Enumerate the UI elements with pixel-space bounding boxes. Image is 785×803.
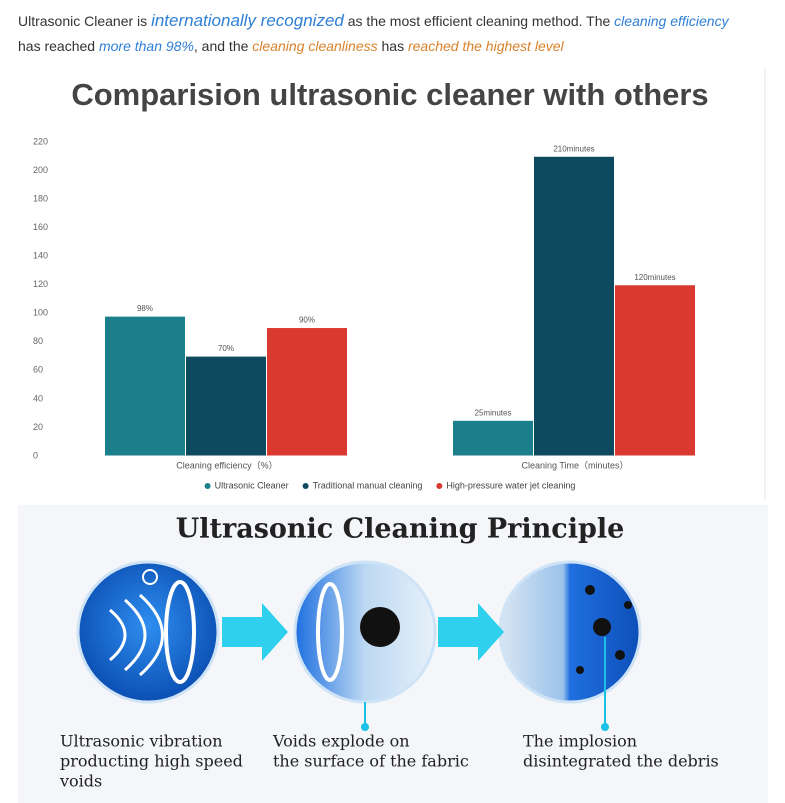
step-caption: The implosion	[523, 732, 637, 751]
debris-icon	[360, 607, 400, 647]
void-icon	[164, 580, 196, 684]
y-tick-label: 100	[33, 308, 48, 318]
value-label: 120minutes	[634, 273, 675, 282]
y-tick-label: 120	[33, 279, 48, 289]
highlight: cleaning cleanliness	[252, 38, 378, 54]
legend-label: High-pressure water jet cleaning	[446, 480, 575, 490]
y-tick-label: 80	[33, 336, 43, 346]
value-label: 210minutes	[553, 144, 594, 153]
y-tick-label: 20	[33, 422, 43, 432]
bar	[185, 355, 267, 457]
diagram: Ultrasonic Cleaning Principle Ultrasonic…	[18, 505, 768, 803]
value-label: 90%	[299, 316, 315, 325]
pointer-dot	[361, 723, 369, 731]
chart: Comparision ultrasonic cleaner with othe…	[33, 68, 766, 500]
bar	[533, 155, 615, 457]
legend-marker	[436, 483, 443, 489]
bar	[614, 284, 696, 457]
text: has	[377, 38, 408, 54]
step-caption: Voids explode on	[272, 732, 410, 751]
bar	[452, 419, 534, 457]
arrow	[222, 603, 288, 661]
y-tick-label: 220	[33, 136, 48, 146]
value-label: 70%	[218, 344, 234, 353]
arrow	[438, 603, 504, 661]
chart-title: Comparision ultrasonic cleaner with othe…	[71, 77, 708, 112]
step-caption: voids	[59, 772, 102, 791]
highlight: reached the highest level	[407, 38, 564, 54]
void-icon	[316, 582, 344, 682]
highlight: internationally recognized	[151, 11, 344, 30]
debris-icon	[624, 601, 632, 609]
bar	[266, 327, 348, 457]
step-icon	[76, 560, 220, 704]
bubble-icon	[142, 569, 158, 585]
debris-icon	[593, 618, 611, 636]
highlight: more than 98%	[98, 38, 194, 54]
pointer-dot	[601, 723, 609, 731]
intro-paragraph: Ultrasonic Cleaner is internationally re…	[18, 8, 778, 59]
y-tick-label: 160	[33, 222, 48, 232]
diagram-title: Ultrasonic Cleaning Principle	[176, 514, 625, 545]
debris-icon	[585, 585, 595, 595]
y-tick-label: 200	[33, 165, 48, 175]
x-tick-label: Cleaning Time（minutes）	[521, 460, 628, 470]
legend-label: Ultrasonic Cleaner	[215, 480, 289, 490]
step-icon	[498, 560, 642, 704]
y-tick-label: 140	[33, 251, 48, 261]
x-tick-label: Cleaning efficiency（%）	[176, 460, 277, 470]
bar	[104, 315, 186, 457]
text: as the most efficient cleaning method. T…	[343, 13, 615, 29]
debris-icon	[576, 666, 584, 674]
step-caption: producting high speed	[60, 752, 243, 771]
text: Ultrasonic Cleaner is	[18, 13, 152, 29]
y-tick-label: 180	[33, 193, 48, 203]
text: , and the	[193, 38, 253, 54]
wave-icon	[109, 593, 164, 677]
y-tick-label: 60	[33, 365, 43, 375]
legend-label: Traditional manual cleaning	[313, 480, 423, 490]
value-label: 25minutes	[475, 408, 512, 417]
step-caption: Ultrasonic vibration	[60, 732, 223, 751]
step-caption: the surface of the fabric	[273, 752, 469, 771]
step-caption: disintegrated the debris	[523, 752, 719, 771]
y-tick-label: 40	[33, 393, 43, 403]
debris-icon	[615, 650, 625, 660]
legend-marker	[204, 483, 211, 489]
text: has reached	[18, 38, 99, 54]
legend-marker	[302, 483, 309, 489]
value-label: 98%	[137, 304, 153, 313]
highlight: cleaning efficiency	[614, 13, 729, 29]
y-tick-label: 0	[33, 450, 38, 460]
